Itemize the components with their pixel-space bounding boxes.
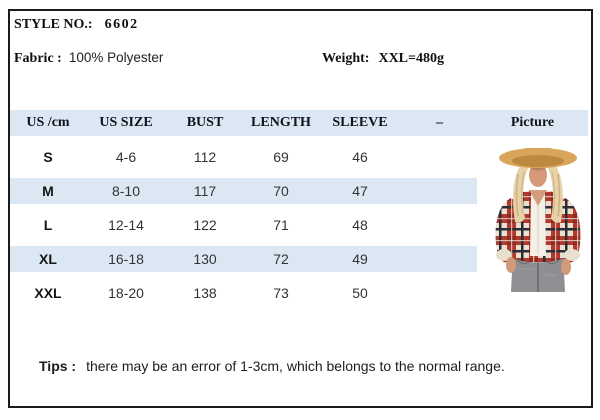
table-row-l: L 12-14 122 71 48 <box>10 212 588 238</box>
fabric-weight-line: Fabric : 100% Polyester Weight: XXL=480g <box>14 50 586 67</box>
empty-cell <box>402 246 477 272</box>
size-table-header-row: US /cm US SIZE BUST LENGTH SLEEVE – Pict… <box>10 110 588 136</box>
size-label: L <box>43 217 53 233</box>
us-size-value: 16-18 <box>86 246 166 272</box>
size-label: M <box>10 178 86 204</box>
size-label: XXL <box>34 285 62 301</box>
length-value: 73 <box>273 285 289 301</box>
empty-cell <box>402 144 477 170</box>
us-size-value: 8-10 <box>86 178 166 204</box>
table-row-s: S 4-6 112 69 46 <box>10 144 588 170</box>
size-table: US /cm US SIZE BUST LENGTH SLEEVE – Pict… <box>10 102 588 314</box>
us-size-value: 12-14 <box>108 217 144 233</box>
col-header-dash: – <box>402 110 477 136</box>
col-header-sleeve: SLEEVE <box>318 110 402 136</box>
size-label: XL <box>10 246 86 272</box>
weight-group: Weight: XXL=480g <box>322 50 444 67</box>
col-header-us-cm: US /cm <box>10 110 86 136</box>
table-row-m: M 8-10 117 70 47 <box>10 178 588 204</box>
empty-cell <box>402 280 477 306</box>
fabric-label: Fabric : <box>14 51 62 66</box>
style-number-label: STYLE NO.: <box>14 17 93 32</box>
bust-value: 130 <box>166 246 244 272</box>
weight-value: XXL=480g <box>378 51 444 66</box>
us-size-value: 4-6 <box>115 149 137 165</box>
col-header-us-size: US SIZE <box>86 110 166 136</box>
tips-line: Tips : there may be an error of 1-3cm, wh… <box>39 358 579 374</box>
table-row-xl: XL 16-18 130 72 49 <box>10 246 588 272</box>
model-photo <box>485 148 591 292</box>
bust-value: 117 <box>166 178 244 204</box>
col-header-length: LENGTH <box>244 110 318 136</box>
col-header-bust: BUST <box>166 110 244 136</box>
chart-frame: STYLE NO.: 6602 Fabric : 100% Polyester We… <box>8 9 593 408</box>
length-value: 71 <box>273 217 289 233</box>
length-value: 69 <box>273 149 289 165</box>
size-label: S <box>43 149 53 165</box>
sleeve-value: 47 <box>318 178 402 204</box>
bust-value: 122 <box>193 217 217 233</box>
sleeve-value: 46 <box>352 149 368 165</box>
empty-cell <box>402 212 477 238</box>
sleeve-value: 48 <box>352 217 368 233</box>
length-value: 70 <box>244 178 318 204</box>
style-number-value: 6602 <box>104 17 139 32</box>
tips-label: Tips : <box>39 358 77 374</box>
col-header-picture: Picture <box>477 110 588 136</box>
table-row-xxl: XXL 18-20 138 73 50 <box>10 280 588 306</box>
tips-text: there may be an error of 1-3cm, which be… <box>86 358 505 374</box>
fabric-value: 100% Polyester <box>68 50 164 65</box>
bust-value: 138 <box>193 285 217 301</box>
weight-label: Weight: <box>322 51 370 66</box>
us-size-value: 18-20 <box>108 285 144 301</box>
length-value: 72 <box>244 246 318 272</box>
bust-value: 112 <box>193 149 217 165</box>
sleeve-value: 50 <box>352 285 368 301</box>
style-number-line: STYLE NO.: 6602 <box>14 17 139 33</box>
sleeve-value: 49 <box>318 246 402 272</box>
empty-cell <box>402 178 477 204</box>
